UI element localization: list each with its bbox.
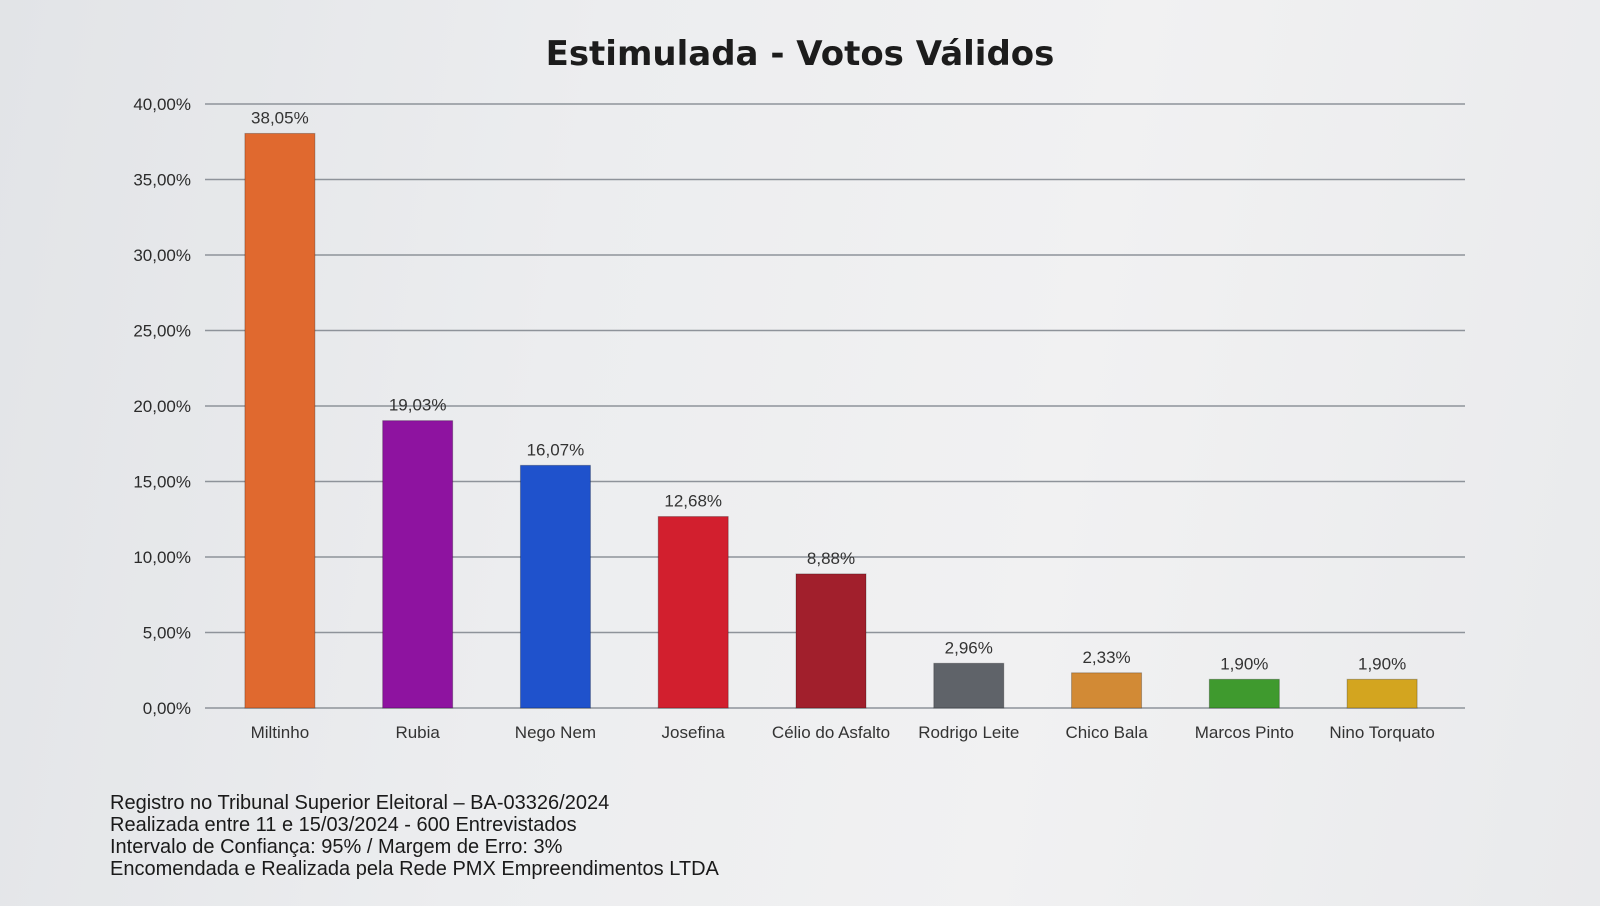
x-tick-label: Nego Nem	[515, 723, 596, 742]
footnote-dates: Realizada entre 11 e 15/03/2024 - 600 En…	[110, 814, 577, 836]
footnotes: Registro no Tribunal Superior Eleitoral …	[110, 792, 719, 880]
x-tick-label: Rubia	[395, 723, 440, 742]
y-tick-label: 30,00%	[133, 246, 191, 265]
data-label: 12,68%	[664, 492, 722, 511]
bar	[657, 516, 729, 709]
x-tick-label: Josefina	[662, 723, 726, 742]
y-tick-label: 5,00%	[143, 624, 191, 643]
chart-title: Estimulada - Votos Válidos	[545, 34, 1055, 74]
y-tick-label: 40,00%	[133, 95, 191, 114]
y-tick-label: 10,00%	[133, 548, 191, 567]
bar	[519, 464, 591, 709]
x-tick-label: Nino Torquato	[1329, 723, 1435, 742]
x-tick-label: Miltinho	[251, 723, 310, 742]
y-tick-label: 35,00%	[133, 171, 191, 190]
data-label: 2,96%	[945, 638, 993, 657]
x-tick-label: Marcos Pinto	[1195, 723, 1294, 742]
data-label: 38,05%	[251, 108, 309, 127]
footnote-confidence: Intervalo de Confiança: 95% / Margem de …	[110, 836, 563, 858]
y-tick-label: 20,00%	[133, 397, 191, 416]
y-tick-label: 0,00%	[143, 699, 191, 718]
y-tick-label: 15,00%	[133, 473, 191, 492]
data-label: 2,33%	[1082, 648, 1130, 667]
data-label: 1,90%	[1358, 654, 1406, 673]
x-tick-label: Célio do Asfalto	[772, 723, 890, 742]
footnote-registration: Registro no Tribunal Superior Eleitoral …	[110, 792, 610, 814]
x-tick-label: Rodrigo Leite	[918, 723, 1019, 742]
data-label: 19,03%	[389, 396, 447, 415]
bar	[795, 573, 867, 709]
bar	[1346, 678, 1418, 709]
y-tick-label: 25,00%	[133, 322, 191, 341]
data-label: 16,07%	[527, 440, 585, 459]
bar	[1071, 672, 1143, 709]
footnote-sponsor: Encomendada e Realizada pela Rede PMX Em…	[110, 858, 719, 880]
x-tick-label: Chico Bala	[1065, 723, 1148, 742]
data-label: 1,90%	[1220, 654, 1268, 673]
bar	[382, 420, 454, 709]
data-label: 8,88%	[807, 549, 855, 568]
bar	[244, 132, 316, 709]
bar	[933, 662, 1005, 709]
bar	[1208, 678, 1280, 709]
